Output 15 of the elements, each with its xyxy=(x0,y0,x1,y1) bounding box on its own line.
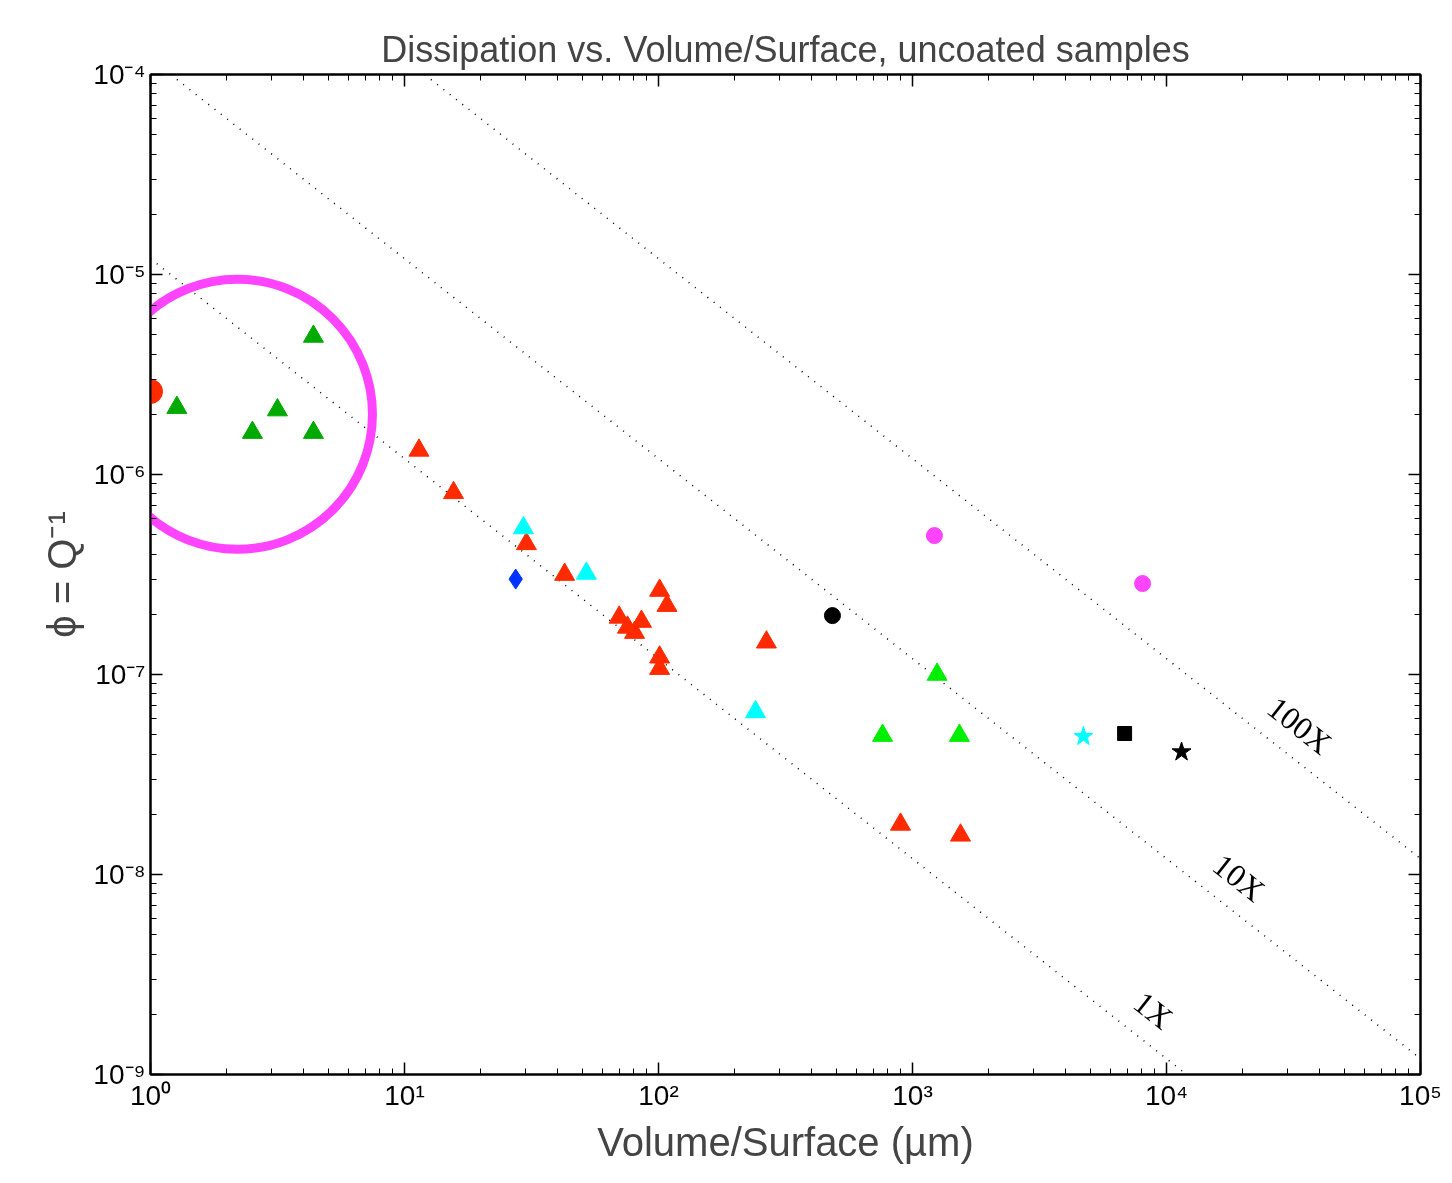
y-axis-title: ϕ = Q⁻¹ xyxy=(40,511,85,638)
annotation: 1X xyxy=(1126,983,1180,1037)
y-tick-label: 10⁻⁸ xyxy=(93,859,146,890)
y-tick-label: 10⁻⁷ xyxy=(95,659,146,690)
x-tick-label: 10⁴ xyxy=(1144,1079,1189,1111)
x-axis-title: Volume/Surface (µm) xyxy=(597,1119,974,1164)
chart-title: Dissipation vs. Volume/Surface, uncoated samples xyxy=(381,28,1190,70)
y-tick-label: 10⁻⁴ xyxy=(93,59,146,90)
annotation: 10X xyxy=(1206,846,1272,909)
x-tick-label: 10⁵ xyxy=(1399,1079,1442,1111)
x-tick-label: 10² xyxy=(638,1079,679,1111)
x-tick-label: 10¹ xyxy=(384,1079,425,1111)
y-tick-label: 10⁻⁶ xyxy=(93,459,146,490)
x-tick-label: 10³ xyxy=(892,1079,933,1111)
y-tick-label: 10⁻⁵ xyxy=(93,259,146,290)
